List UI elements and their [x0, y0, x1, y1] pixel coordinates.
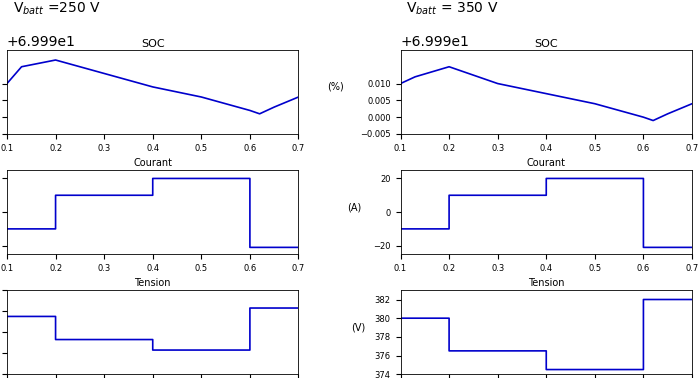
Text: V$_{batt}$ =250 V: V$_{batt}$ =250 V — [13, 1, 101, 17]
Y-axis label: (V): (V) — [351, 322, 365, 332]
Title: SOC: SOC — [141, 39, 164, 49]
Text: V$_{batt}$ = 350 V: V$_{batt}$ = 350 V — [406, 1, 499, 17]
X-axis label: Courant: Courant — [134, 158, 172, 168]
X-axis label: Tension: Tension — [528, 278, 565, 288]
X-axis label: Tension: Tension — [134, 278, 171, 288]
X-axis label: Courant: Courant — [527, 158, 565, 168]
Y-axis label: (A): (A) — [347, 202, 361, 212]
Title: SOC: SOC — [535, 39, 558, 49]
Y-axis label: (%): (%) — [327, 82, 343, 92]
